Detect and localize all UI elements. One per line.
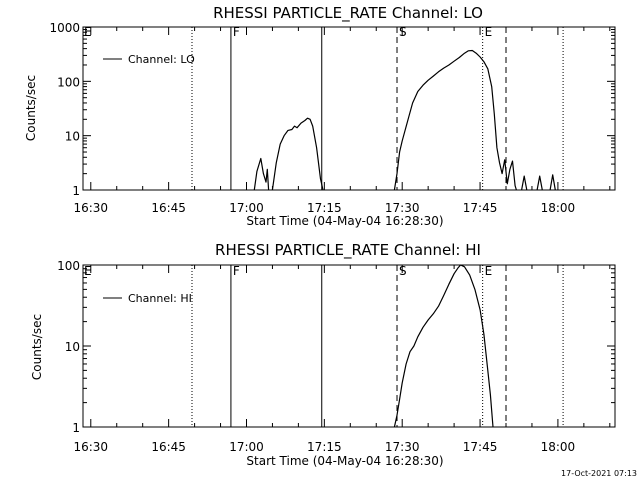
x-tick-label: 17:45: [463, 201, 498, 215]
y-axis-label: Counts/sec: [24, 75, 38, 141]
event-marker-label: S: [399, 25, 407, 39]
event-marker-label: E: [485, 25, 493, 39]
y-axis-label: Counts/sec: [30, 314, 44, 380]
series-line: [271, 117, 324, 191]
y-tick-label: 100: [57, 75, 80, 89]
x-tick-label: 16:30: [73, 440, 108, 454]
legend: Channel: HI: [103, 292, 192, 305]
y-tick-label: 1000: [49, 21, 80, 35]
legend-label: Channel: HI: [128, 292, 192, 305]
x-tick-label: 16:45: [151, 440, 186, 454]
event-marker-label: E: [84, 25, 92, 39]
y-tick-label: 10: [65, 340, 80, 354]
plot-frame: [82, 264, 616, 428]
x-tick-label: 18:00: [541, 201, 576, 215]
x-tick-label: 17:00: [229, 440, 264, 454]
event-marker-label: E: [485, 264, 493, 278]
event-marker-label: E: [84, 264, 92, 278]
series-line: [521, 175, 528, 191]
chart-panel-hi: RHESSI PARTICLE_RATE Channel: HI Counts/…: [30, 241, 616, 468]
chart-title: RHESSI PARTICLE_RATE Channel: LO: [213, 4, 483, 23]
x-tick-label: 16:30: [73, 201, 108, 215]
x-tick-label: 17:00: [229, 201, 264, 215]
x-tick-label: 17:15: [307, 201, 342, 215]
timestamp-footer: 17-Oct-2021 07:13: [561, 469, 637, 478]
event-marker-label: S: [399, 264, 407, 278]
x-tick-label: 17:30: [385, 201, 420, 215]
series-line: [253, 157, 270, 191]
x-axis-label: Start Time (04-May-04 16:28:30): [246, 214, 443, 228]
y-tick-label: 1: [72, 184, 80, 198]
chart-title: RHESSI PARTICLE_RATE Channel: HI: [215, 241, 481, 260]
series-line: [549, 174, 556, 191]
x-tick-label: 18:00: [541, 440, 576, 454]
plot-frame: [82, 26, 616, 191]
x-axis-label: Start Time (04-May-04 16:28:30): [246, 454, 443, 468]
series-line: [393, 264, 494, 428]
y-tick-label: 100: [57, 259, 80, 273]
event-marker-label: F: [233, 25, 240, 39]
chart-panel-lo: RHESSI PARTICLE_RATE Channel: LO Counts/…: [24, 4, 616, 228]
y-tick-label: 10: [65, 130, 80, 144]
x-tick-label: 17:15: [307, 440, 342, 454]
x-tick-label: 17:30: [385, 440, 420, 454]
series-line: [393, 49, 517, 191]
legend: Channel: LO: [103, 53, 195, 66]
x-tick-label: 17:45: [463, 440, 498, 454]
series-line: [536, 175, 543, 191]
legend-label: Channel: LO: [128, 53, 195, 66]
event-marker-label: F: [233, 264, 240, 278]
y-tick-label: 1: [72, 421, 80, 435]
x-tick-label: 16:45: [151, 201, 186, 215]
